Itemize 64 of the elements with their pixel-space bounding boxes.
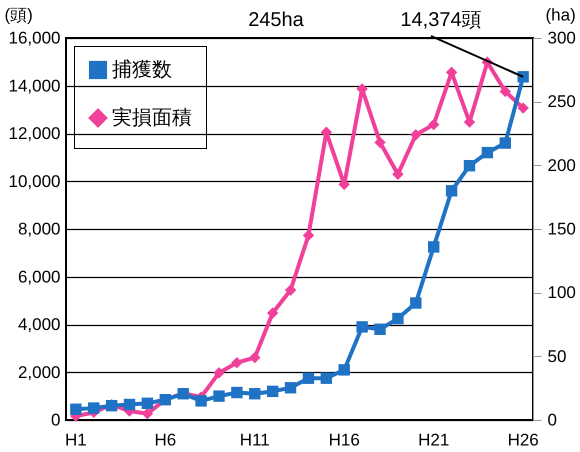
point <box>392 168 404 180</box>
point <box>142 408 154 420</box>
point <box>500 86 511 98</box>
point <box>356 321 368 333</box>
y-tick-label: 12,000 <box>8 124 60 143</box>
point <box>410 129 422 140</box>
point <box>266 307 278 319</box>
point <box>517 71 529 83</box>
x-tick-label: H16 <box>328 430 360 450</box>
y-tick-label: 6,000 <box>18 267 60 286</box>
y2-tick-label: 50 <box>548 346 566 366</box>
point <box>142 398 154 409</box>
x-tick-label: H1 <box>64 430 87 450</box>
point <box>213 367 225 379</box>
y2-tick-label: 100 <box>548 283 576 302</box>
point <box>464 160 476 172</box>
y-tick-label: 16,000 <box>8 28 60 48</box>
point <box>195 395 207 407</box>
y-tick-label: 4,000 <box>18 315 60 334</box>
text: 245ha <box>248 9 305 31</box>
annotation: 14,374頭 <box>400 9 482 31</box>
point <box>374 136 386 148</box>
y2-tick-label: 300 <box>548 28 576 48</box>
point <box>302 372 314 384</box>
point <box>428 118 440 130</box>
point <box>374 324 386 335</box>
y-tick-label: 2,000 <box>18 362 60 382</box>
point <box>302 230 314 242</box>
legend-label: 捕獲数 <box>112 59 172 81</box>
x-tick-label: H26 <box>508 430 539 450</box>
y2-tick-label: 0 <box>548 410 557 430</box>
point <box>213 390 225 402</box>
point <box>249 388 260 400</box>
y-axis-title: (頭) <box>4 6 33 24</box>
y2-tick-label: 200 <box>548 156 576 175</box>
point <box>124 398 136 410</box>
y-tick-label: 8,000 <box>18 220 60 238</box>
point <box>482 146 494 158</box>
point <box>70 404 82 415</box>
point <box>392 312 404 324</box>
point <box>410 297 422 309</box>
x-tick-label: H6 <box>154 430 176 450</box>
y2-axis-title: (ha) <box>546 6 576 24</box>
x-tick-label: H11 <box>240 430 270 450</box>
point <box>428 241 440 253</box>
point <box>88 402 100 414</box>
point <box>517 102 529 114</box>
y2-tick-label: 250 <box>548 92 576 112</box>
point <box>500 137 511 149</box>
y2-tick-label: 150 <box>548 220 576 238</box>
legend-label: 実損面積 <box>112 106 192 129</box>
x-tick-label: H21 <box>418 430 450 450</box>
point <box>231 386 243 398</box>
point <box>338 364 350 376</box>
point <box>249 352 260 364</box>
y-tick-label: 14,000 <box>8 76 60 96</box>
point <box>284 382 296 394</box>
point <box>266 386 278 398</box>
point <box>231 357 243 368</box>
point <box>320 372 332 384</box>
point <box>284 284 296 296</box>
y-tick-label: 10,000 <box>8 172 60 191</box>
point <box>446 185 458 196</box>
y-tick-label: 0 <box>51 410 60 430</box>
